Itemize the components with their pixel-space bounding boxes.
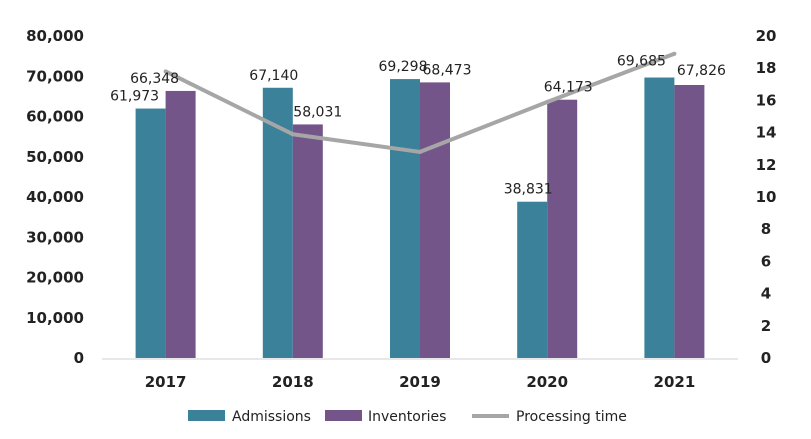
data-label-admissions-2017: 61,973 xyxy=(110,89,159,105)
data-label-inventories-2017: 66,348 xyxy=(130,71,179,87)
y-right-tick-label: 8 xyxy=(761,220,771,238)
y-left-tick-label: 30,000 xyxy=(26,228,84,246)
y-right-tick-label: 20 xyxy=(756,27,777,45)
x-tick-label-2021: 2021 xyxy=(654,373,696,391)
data-label-admissions-2019: 69,298 xyxy=(379,59,428,75)
y-left-tick-label: 70,000 xyxy=(26,67,84,85)
legend: Admissions Inventories Processing time xyxy=(188,409,627,425)
y-left-tick-label: 40,000 xyxy=(26,188,84,206)
y-right-tick-label: 6 xyxy=(761,252,771,270)
y-right-tick-label: 0 xyxy=(761,349,771,367)
data-label-inventories-2018: 58,031 xyxy=(293,104,342,120)
bar-inventories-2018 xyxy=(292,124,323,358)
y-left-axis: 0 10,000 20,000 30,000 40,000 50,000 60,000 70,… xyxy=(26,27,84,367)
processing-time-point-2017 xyxy=(163,69,168,74)
processing-time-point-2021 xyxy=(672,51,677,56)
bar-inventories-2017 xyxy=(165,90,196,358)
y-right-tick-label: 16 xyxy=(756,91,777,109)
y-right-tick-label: 2 xyxy=(761,317,771,335)
legend-swatch-admissions xyxy=(188,410,225,421)
y-left-tick-label: 20,000 xyxy=(26,269,84,287)
x-tick-label-2020: 2020 xyxy=(526,373,568,391)
legend-label-inventories: Inventories xyxy=(368,409,446,425)
processing-time-point-2018 xyxy=(290,132,295,137)
data-label-admissions-2020: 38,831 xyxy=(504,182,553,198)
data-label-inventories-2019: 68,473 xyxy=(423,62,472,78)
processing-time-line-layer xyxy=(163,51,677,154)
data-labels: 61,973 67,140 69,298 38,831 69,685 66,348 58,0… xyxy=(110,54,726,198)
data-label-admissions-2021: 69,685 xyxy=(617,54,666,70)
bar-admissions-2021 xyxy=(644,77,675,358)
x-tick-label-2019: 2019 xyxy=(399,373,441,391)
y-left-tick-label: 10,000 xyxy=(26,309,84,327)
x-axis: 2017 2018 2019 2020 2021 xyxy=(145,373,696,391)
bars xyxy=(135,77,705,358)
bar-admissions-2019 xyxy=(390,79,420,358)
y-right-tick-label: 12 xyxy=(756,156,777,174)
x-tick-label-2018: 2018 xyxy=(272,373,314,391)
y-right-tick-label: 18 xyxy=(756,59,777,77)
legend-label-admissions: Admissions xyxy=(232,409,311,425)
bar-inventories-2021 xyxy=(674,85,705,358)
processing-time-point-2020 xyxy=(545,100,550,105)
bar-admissions-2017 xyxy=(135,108,166,358)
y-left-tick-label: 80,000 xyxy=(26,27,84,45)
legend-swatch-inventories xyxy=(325,410,362,421)
y-left-tick-label: 50,000 xyxy=(26,148,84,166)
x-tick-label-2017: 2017 xyxy=(145,373,187,391)
y-right-axis: 0 2 4 6 8 10 12 14 16 18 20 xyxy=(756,27,777,367)
y-left-tick-label: 0 xyxy=(74,349,84,367)
bar-admissions-2020 xyxy=(517,201,548,358)
y-right-tick-label: 4 xyxy=(761,285,771,303)
bar-inventories-2020 xyxy=(547,99,578,358)
y-right-tick-label: 14 xyxy=(756,124,777,142)
legend-label-processing-time: Processing time xyxy=(516,409,627,425)
bar-inventories-2019 xyxy=(420,82,450,358)
data-label-inventories-2020: 64,173 xyxy=(544,80,593,96)
data-label-admissions-2018: 67,140 xyxy=(249,68,298,84)
processing-time-point-2019 xyxy=(418,149,422,154)
y-left-tick-label: 60,000 xyxy=(26,108,84,126)
data-label-inventories-2021: 67,826 xyxy=(677,63,726,79)
y-right-tick-label: 10 xyxy=(756,188,777,206)
